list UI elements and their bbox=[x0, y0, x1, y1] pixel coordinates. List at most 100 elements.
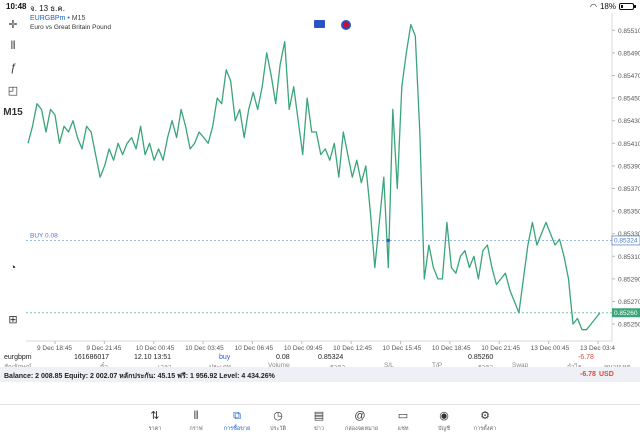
y-tick-label: 0.85290 bbox=[618, 276, 640, 283]
y-tick-label: 0.85490 bbox=[618, 50, 640, 57]
price-chart[interactable]: 0.85510 0.85490 0.85470 0.85450 0.85430 0.854… bbox=[0, 13, 640, 351]
settings-icon: ⚙ bbox=[480, 410, 490, 422]
timeframe-button[interactable]: M15 bbox=[3, 106, 23, 118]
symbol-description: Euro vs Great Britain Pound bbox=[30, 24, 111, 31]
status-bar: 10:48 จ. 13 ธ.ค. ◠ 18% bbox=[0, 0, 640, 13]
nav-settings-label: การตั้งค่า bbox=[473, 426, 497, 432]
nav-account[interactable]: ◉ บัญชี bbox=[429, 409, 459, 433]
symbol-name: EURGBPm bbox=[30, 15, 66, 22]
balance-summary: Balance: 2 008.85 Equity: 2 002.07 หลักป… bbox=[4, 373, 275, 380]
nav-history[interactable]: ◷ ประวัติ bbox=[263, 409, 293, 433]
y-tick-label: 0.85370 bbox=[618, 186, 640, 193]
current-price-label: 0.85260 bbox=[614, 310, 638, 317]
price-series-line bbox=[27, 23, 601, 331]
nav-news[interactable]: ▤ ข่าว bbox=[304, 409, 334, 433]
battery-fill bbox=[621, 5, 624, 8]
new-order-icon[interactable]: ⊞ bbox=[8, 313, 18, 326]
x-tick-label: 10 Dec 18:45 bbox=[432, 345, 471, 351]
status-time: 10:48 bbox=[6, 2, 27, 11]
history-icon: ◷ bbox=[273, 410, 283, 422]
row-open-price: 0.85324 bbox=[318, 354, 344, 361]
nav-settings[interactable]: ⚙ การตั้งค่า bbox=[470, 409, 500, 433]
row-type: buy bbox=[219, 354, 231, 361]
row-profit: -6.78 bbox=[578, 354, 594, 361]
arrows-updown-icon: ⇅ bbox=[150, 410, 160, 422]
x-tick-label: 13 Dec 00:45 bbox=[531, 345, 570, 351]
nav-account-label: บัญชี bbox=[438, 426, 450, 432]
nav-trade-label: การซื้อขาย bbox=[223, 426, 251, 432]
row-ticket: 161686017 bbox=[74, 354, 110, 361]
buy-level-label: BUY 0.08 bbox=[30, 232, 58, 239]
indicators-icon[interactable]: ⫴ bbox=[10, 39, 16, 52]
chart-area[interactable]: 0.85510 0.85490 0.85470 0.85450 0.85430 0.854… bbox=[0, 13, 640, 351]
y-tick-label: 0.85390 bbox=[618, 163, 640, 170]
nav-quotes[interactable]: ⇅ ราคา bbox=[140, 409, 170, 433]
y-tick-label: 0.85270 bbox=[618, 299, 640, 306]
trade-icon[interactable]: ◔ bbox=[9, 262, 17, 274]
nav-chart-label: กราฟ bbox=[189, 426, 203, 432]
y-tick-label: 0.85330 bbox=[618, 231, 640, 238]
row-volume: 0.08 bbox=[276, 354, 290, 361]
x-tick-label: 9 Dec 18:45 bbox=[37, 345, 72, 351]
y-tick-label: 0.85310 bbox=[618, 254, 640, 261]
y-tick-label: 0.85250 bbox=[618, 322, 640, 329]
objects-icon[interactable]: ◰ bbox=[7, 84, 19, 97]
x-tick-label: 10 Dec 15:45 bbox=[383, 345, 422, 351]
balance-bar: Balance: 2 008.85 Equity: 2 002.07 หลักป… bbox=[0, 367, 640, 382]
battery-percent: 18% bbox=[599, 2, 616, 11]
y-tick-label: 0.85350 bbox=[618, 209, 640, 216]
function-icon[interactable]: ƒ bbox=[9, 62, 17, 74]
candlestick-icon: ⫴ bbox=[193, 410, 199, 422]
eu-flag-icon bbox=[314, 20, 325, 28]
nav-quotes-label: ราคา bbox=[148, 426, 162, 432]
nav-mailbox[interactable]: @ กล่องจดหมาย bbox=[345, 409, 379, 433]
row-time: 12.10 13:51 bbox=[134, 354, 171, 361]
x-tick-label: 9 Dec 21:45 bbox=[86, 345, 121, 351]
table-row[interactable]: eurgbpm 161686017 12.10 13:51 buy 0.08 0… bbox=[0, 354, 640, 364]
balance-profit: -6.78 bbox=[580, 371, 596, 378]
nav-chat-label: แชท bbox=[397, 426, 409, 432]
crosshair-icon[interactable]: ✛ bbox=[8, 18, 18, 31]
wifi-icon: ◠ bbox=[590, 2, 597, 11]
x-tick-label: 10 Dec 03:45 bbox=[185, 345, 224, 351]
x-tick-label: 10 Dec 12:45 bbox=[333, 345, 372, 351]
x-tick-label: 10 Dec 06:45 bbox=[234, 345, 273, 351]
account-icon: ◉ bbox=[439, 410, 449, 422]
y-tick-label: 0.85410 bbox=[618, 141, 640, 148]
symbol-timeframe: M15 bbox=[71, 15, 86, 22]
x-tick-label: 10 Dec 00:45 bbox=[136, 345, 175, 351]
current-price-tag bbox=[612, 308, 640, 318]
nav-mailbox-label: กล่องจดหมาย bbox=[345, 426, 379, 432]
col-tp: T/P bbox=[432, 362, 443, 369]
entry-marker bbox=[386, 238, 391, 243]
buy-price-tag bbox=[611, 235, 640, 246]
nav-trade[interactable]: ⧉ การซื้อขาย bbox=[222, 409, 252, 433]
chart-symbol: EURGBPm • M15 bbox=[30, 15, 85, 22]
row-price: 0.85260 bbox=[468, 354, 494, 361]
left-toolbar: ✛ ⫴ ƒ ◰ M15 ◔ ⊞ bbox=[0, 13, 26, 353]
gb-flag-icon bbox=[341, 20, 351, 30]
news-icon: ▤ bbox=[313, 410, 325, 422]
nav-chart[interactable]: ⫴ กราฟ bbox=[181, 409, 211, 433]
nav-news-label: ข่าว bbox=[314, 426, 324, 432]
y-tick-label: 0.85470 bbox=[618, 73, 640, 80]
col-sl: S/L bbox=[384, 362, 394, 369]
mail-at-icon: @ bbox=[354, 410, 366, 422]
row-symbol: eurgbpm bbox=[4, 354, 32, 361]
symbol-sep: • bbox=[67, 15, 70, 22]
x-tick-label: 13 Dec 03:4 bbox=[580, 345, 615, 351]
col-volume: Volume bbox=[268, 362, 290, 369]
col-swap: Swap bbox=[512, 362, 529, 369]
y-tick-label: 0.85510 bbox=[618, 28, 640, 35]
x-tick-label: 10 Dec 09:45 bbox=[284, 345, 323, 351]
y-tick-label: 0.85450 bbox=[618, 96, 640, 103]
x-tick-label: 10 Dec 21:45 bbox=[481, 345, 520, 351]
status-date: จ. 13 ธ.ค. bbox=[30, 4, 65, 13]
nav-chat[interactable]: ▭ แชท bbox=[388, 409, 418, 433]
balance-currency: USD bbox=[599, 371, 614, 378]
bottom-nav: ⇅ ราคา ⫴ กราฟ ⧉ การซื้อขาย ◷ ประวัติ ▤ ข… bbox=[0, 404, 640, 447]
currency-flags bbox=[314, 20, 351, 30]
status-right: ◠ 18% bbox=[590, 2, 636, 11]
chat-icon: ▭ bbox=[397, 410, 409, 422]
y-tick-label: 0.85430 bbox=[618, 118, 640, 125]
